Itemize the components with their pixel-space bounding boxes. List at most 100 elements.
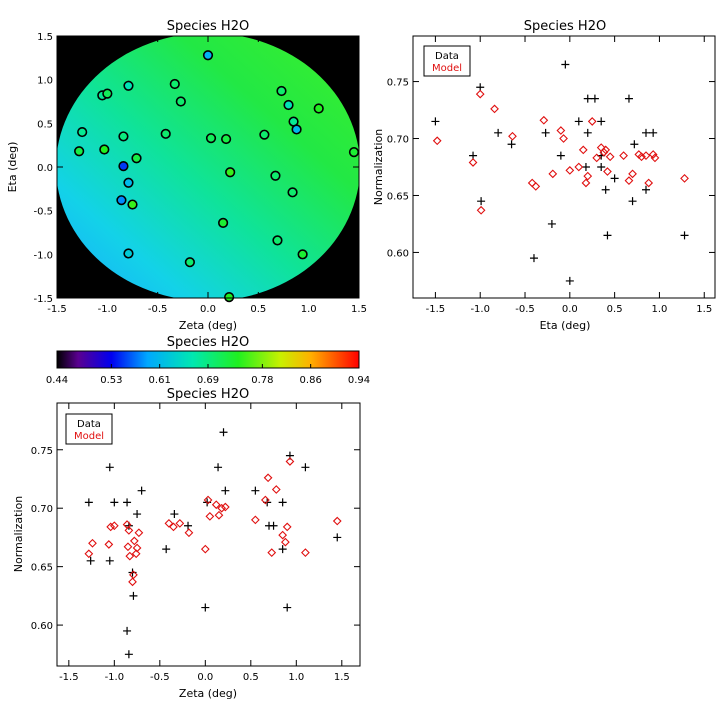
map-point: [116, 195, 127, 206]
eta-data-point: [556, 151, 565, 160]
map-point: [123, 177, 134, 188]
map-panel: Species H2O -1.5 -1.0 -0.5 0.0 0.5 1.0 1.5-1.5…: [6, 19, 367, 332]
eta-panel: Species H2O -1.5 -1.0 -0.5 0.0 0.5 1.0 1.5 0.60…: [372, 19, 716, 332]
map-point: [287, 187, 298, 198]
map-plot-frame: [56, 35, 360, 299]
eta-data-point: [641, 185, 650, 194]
eta-model-point: [648, 150, 658, 159]
map-ytick-label: 1.0: [37, 76, 53, 87]
zeta-xtick-label: -1.0: [105, 672, 125, 683]
zeta-model-point: [164, 519, 174, 528]
map-point: [123, 80, 134, 91]
eta-model-point: [619, 151, 628, 160]
zeta-xlabel: Zeta (deg): [179, 687, 237, 700]
eta-points: [431, 60, 689, 285]
eta-legend: Data Model: [423, 45, 471, 77]
eta-model-point: [548, 169, 558, 179]
zeta-data-point: [251, 486, 260, 495]
eta-model-point: [556, 126, 566, 135]
eta-xlabel: Eta (deg): [540, 319, 591, 332]
zeta-data-point: [110, 498, 119, 507]
eta-ytick-label: 0.65: [387, 191, 409, 202]
map-point: [202, 50, 214, 61]
zeta-title: Species H2O: [167, 387, 249, 402]
zeta-model-point: [267, 548, 277, 557]
zeta-data-point: [124, 650, 133, 659]
zeta-data-point: [278, 498, 287, 507]
eta-model-point: [531, 181, 541, 191]
map-colormap-disk: [57, 36, 359, 298]
eta-data-point: [603, 231, 612, 240]
eta-model-point: [559, 134, 568, 143]
zeta-model-point: [88, 538, 97, 548]
eta-data-point: [477, 197, 486, 206]
eta-model-point: [476, 205, 486, 215]
zeta-model-point: [211, 500, 221, 510]
zeta-model-point: [250, 515, 260, 525]
eta-data-point: [630, 140, 639, 149]
zeta-data-point: [86, 556, 95, 565]
map-point: [348, 147, 360, 158]
map-point: [127, 199, 138, 210]
zeta-data-point: [333, 533, 342, 542]
map-xlabel: Zeta (deg): [179, 319, 237, 332]
eta-model-point: [644, 178, 654, 188]
zeta-model-point: [217, 503, 227, 513]
eta-model-point: [624, 176, 634, 186]
map-point: [291, 124, 302, 135]
zeta-data-point: [214, 463, 223, 472]
zeta-xtick-label: 1.0: [288, 672, 304, 683]
eta-model-point: [527, 178, 537, 188]
zeta-model-point: [106, 522, 116, 532]
zeta-model-point: [124, 526, 134, 535]
map-point: [99, 144, 110, 155]
eta-xtick-label: 1.5: [696, 304, 712, 315]
eta-data-point: [547, 219, 556, 228]
map-xtick-label: 0.0: [200, 304, 216, 315]
map-point: [225, 167, 236, 178]
map-ytick-label: 1.5: [37, 32, 53, 43]
eta-data-point: [583, 94, 592, 103]
zeta-model-point: [205, 512, 215, 521]
zeta-data-point: [221, 486, 230, 495]
colorbar-tick-label: 0.86: [300, 375, 322, 386]
map-point: [77, 126, 88, 138]
zeta-model-point: [131, 549, 141, 559]
zeta-model-point: [301, 548, 310, 557]
eta-xtick-label: 1.0: [651, 304, 667, 315]
eta-model-point: [628, 169, 637, 179]
zeta-model-point: [109, 521, 119, 531]
map-title: Species H2O: [167, 19, 249, 34]
map-xtick-label: 0.5: [250, 304, 266, 315]
zeta-data-point: [201, 603, 210, 612]
zeta-data-point: [105, 556, 114, 565]
map-point: [205, 133, 217, 144]
eta-model-point: [587, 117, 597, 126]
eta-data-point: [507, 140, 516, 149]
eta-data-point: [610, 174, 619, 183]
eta-axes: -1.5 -1.0 -0.5 0.0 0.5 1.0 1.5 0.60 0.65 0.70 0.75: [387, 36, 715, 315]
zeta-xtick-label: 1.5: [334, 672, 350, 683]
zeta-data-point: [184, 521, 193, 530]
map-ytick-label: -0.5: [33, 207, 53, 218]
eta-plot-frame: [412, 35, 716, 299]
eta-model-point: [581, 178, 591, 188]
zeta-data-point: [137, 486, 146, 495]
zeta-model-point: [220, 502, 230, 512]
eta-ytick-label: 0.70: [387, 135, 409, 146]
map-point: [221, 133, 232, 145]
eta-model-point: [578, 145, 588, 155]
map-ytick-label: 0.5: [37, 119, 53, 130]
colorbar-tick-label: 0.61: [149, 375, 171, 386]
eta-model-point: [599, 147, 609, 157]
zeta-data-point: [133, 510, 142, 519]
zeta-model-point: [125, 551, 135, 561]
eta-model-point: [592, 153, 602, 163]
eta-model-point: [468, 158, 478, 167]
map-point: [283, 99, 294, 111]
map-ytick-label: -1.0: [33, 250, 53, 261]
zeta-model-point: [281, 537, 290, 547]
zeta-model-point: [104, 540, 114, 549]
map-point: [270, 170, 281, 181]
